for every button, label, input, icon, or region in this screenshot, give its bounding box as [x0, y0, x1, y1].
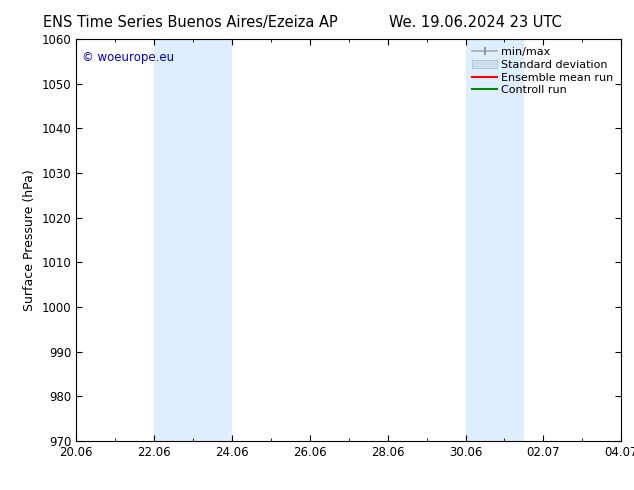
Bar — [465, 39, 524, 441]
Text: © woeurope.eu: © woeurope.eu — [82, 51, 174, 64]
Bar — [154, 39, 232, 441]
Text: We. 19.06.2024 23 UTC: We. 19.06.2024 23 UTC — [389, 15, 562, 30]
Y-axis label: Surface Pressure (hPa): Surface Pressure (hPa) — [23, 169, 36, 311]
Text: ENS Time Series Buenos Aires/Ezeiza AP: ENS Time Series Buenos Aires/Ezeiza AP — [43, 15, 337, 30]
Legend: min/max, Standard deviation, Ensemble mean run, Controll run: min/max, Standard deviation, Ensemble me… — [470, 45, 616, 98]
